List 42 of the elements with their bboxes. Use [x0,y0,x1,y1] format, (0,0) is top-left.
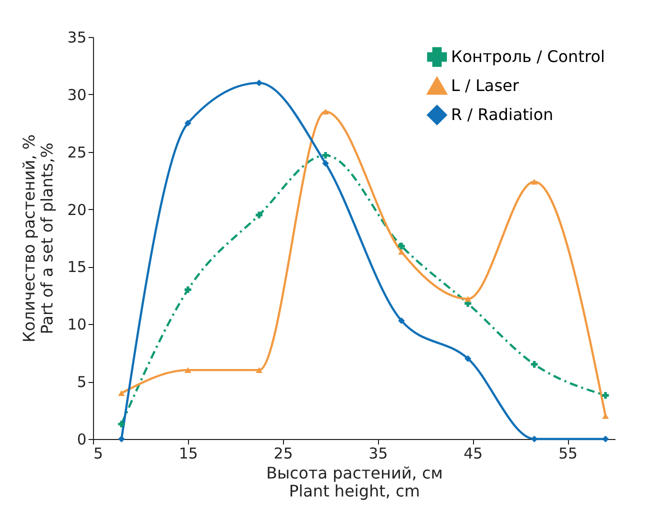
point [256,367,262,373]
y-tick-label: 10 [67,316,86,334]
point [118,390,125,396]
y-tick-label: 25 [67,143,86,162]
point [118,420,125,428]
point [322,160,329,167]
y-tick-label: 30 [67,86,86,104]
legend-label: L / Laser [451,76,520,95]
point [256,212,262,218]
point [602,413,609,419]
x-tick-label: 15 [178,444,198,462]
y-axis-title: Количество растений, % Part of a set of plants,% [19,134,56,343]
y-tick-label: 20 [67,200,86,219]
x-tick-label: 45 [464,444,483,462]
y-tick-label: 15 [67,258,86,276]
point [464,296,472,302]
legend-label: R / Radiation [451,105,554,124]
point [322,108,329,115]
x-tick-label: 35 [368,444,388,462]
point [602,436,609,442]
point [602,392,609,399]
point [184,120,192,126]
x-axis-title: Высота растений, см Plant height, cm [266,464,443,500]
point [118,436,125,442]
y-tick-label: 35 [67,28,86,46]
point [530,360,538,368]
point [530,178,538,185]
point [256,80,262,86]
point [530,436,538,442]
y-tick-label: 5 [76,373,86,392]
point [184,367,192,373]
x-tick-label: 55 [558,444,578,462]
point [464,355,472,362]
x-tick-label: 25 [274,444,293,462]
y-tick-label: 0 [76,430,86,448]
point [184,286,192,294]
x-tick-label: 5 [94,444,104,462]
point [322,152,329,159]
point [398,242,405,250]
point [398,248,405,255]
point [398,317,405,324]
legend-label: Контроль / Control [451,47,605,66]
